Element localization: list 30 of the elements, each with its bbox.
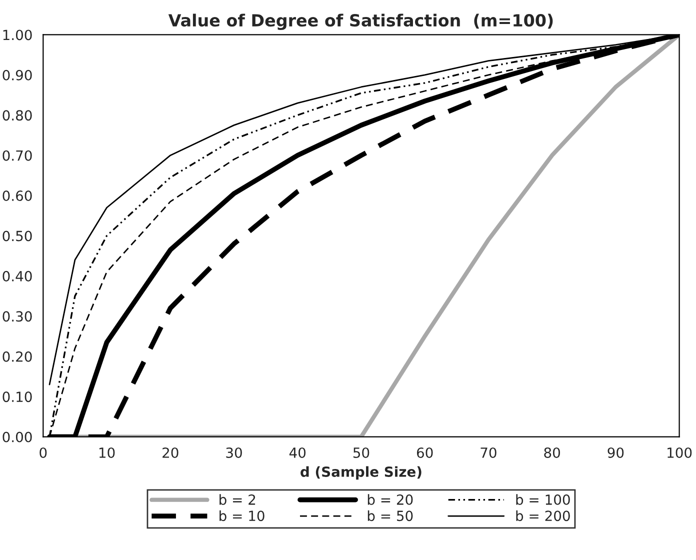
y-tick-label: 1.00 (3, 30, 32, 40)
y-tick-label: 0.00 (2, 432, 32, 442)
x-tick-label: 80 (544, 447, 560, 458)
y-tick-label: 0.20 (2, 351, 32, 362)
x-tick-label: 10 (99, 447, 115, 458)
chart-title: Value of Degree of Satisfaction (m=100) (168, 14, 553, 30)
x-tick-label: 50 (353, 447, 370, 458)
x-axis-title: d (Sample Size) (300, 466, 422, 480)
y-tick-label: 0.10 (2, 392, 32, 402)
x-tick-label: 100 (668, 447, 692, 458)
y-tick-label: 0.80 (2, 110, 32, 121)
legend-label: b = 100 (516, 494, 570, 505)
legend-label: b = 50 (368, 510, 413, 522)
legend-label: b = 10 (220, 510, 264, 522)
y-tick-label: 0.60 (2, 190, 32, 202)
x-tick-label: 40 (289, 447, 306, 458)
x-tick-label: 20 (162, 447, 178, 458)
y-tick-label: 0.90 (2, 70, 32, 80)
legend-label: b = 200 (516, 510, 570, 522)
y-tick-label: 0.30 (2, 311, 32, 322)
x-tick-label: 60 (416, 447, 433, 458)
x-tick-label: 70 (480, 447, 496, 458)
x-tick-label: 30 (226, 447, 242, 458)
x-tick-label: 90 (608, 447, 624, 458)
legend-label: b = 20 (368, 494, 413, 505)
legend-label: b = 2 (220, 494, 256, 505)
y-tick-label: 0.70 (2, 150, 32, 161)
y-tick-label: 0.40 (2, 270, 32, 282)
x-tick-label: 0 (40, 447, 47, 458)
y-tick-label: 0.50 (2, 230, 32, 242)
